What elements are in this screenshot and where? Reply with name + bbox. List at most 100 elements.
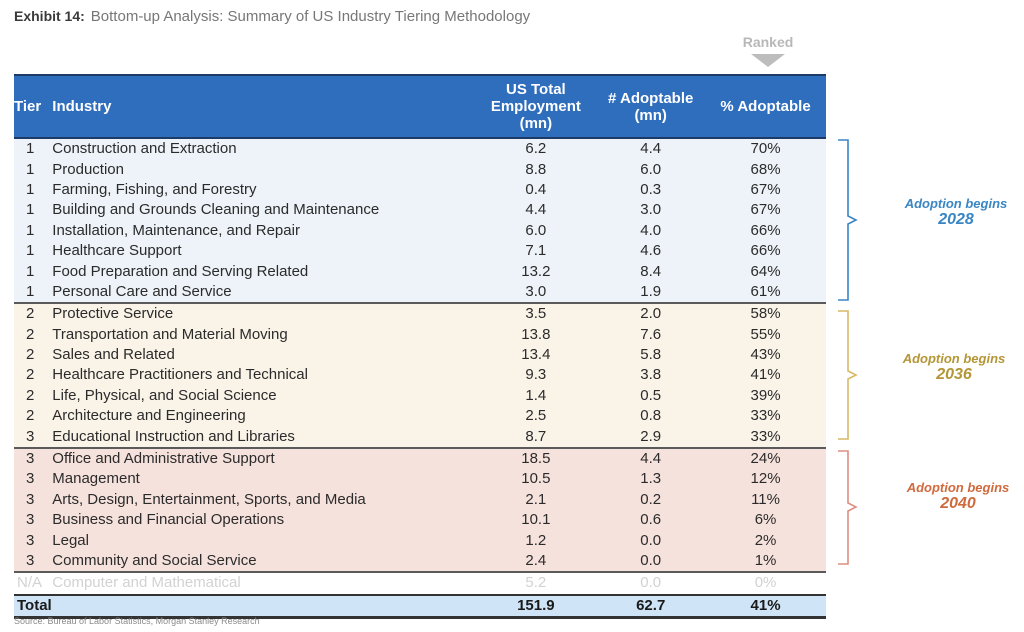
header-adoptable-line1: # Adoptable — [608, 89, 694, 107]
employment-cell: 13.4 — [475, 344, 597, 366]
adoptable-cell: 0.0 — [596, 530, 706, 551]
adoptable-cell: 7.6 — [596, 324, 706, 345]
pct-adoptable-cell: 1% — [705, 550, 826, 574]
adoptable-cell: 4.4 — [596, 447, 706, 470]
total-employment: 151.9 — [475, 593, 597, 619]
tier-cell: 2 — [14, 324, 53, 345]
adoptable-cell: 3.0 — [596, 200, 706, 221]
pct-adoptable-cell: 11% — [705, 489, 826, 511]
pct-adoptable-cell: 6% — [705, 510, 826, 531]
annotation-2040-year: 2040 — [940, 495, 976, 512]
adoptable-cell: 4.6 — [596, 240, 706, 262]
exhibit-title-text: Bottom-up Analysis: Summary of US Indust… — [90, 8, 531, 25]
industry-cell: Installation, Maintenance, and Repair — [52, 220, 476, 241]
pct-adoptable-cell: 61% — [705, 281, 826, 305]
pct-adoptable-cell: 66% — [705, 240, 826, 262]
employment-cell: 10.5 — [475, 469, 597, 490]
tier-cell: 3 — [14, 426, 53, 449]
employment-cell: 13.2 — [475, 261, 597, 282]
table-row: 2 Protective Service 3.5 2.0 58% — [14, 303, 826, 325]
adoptable-cell: 1.3 — [596, 469, 706, 490]
annotation-2036-year: 2036 — [936, 366, 972, 383]
industry-cell: Life, Physical, and Social Science — [52, 385, 476, 407]
tier-cell: 2 — [14, 303, 53, 325]
table-row: 2 Sales and Related 13.4 5.8 43% — [14, 344, 826, 366]
annotation-2036-line1: Adoption begins — [902, 351, 1006, 366]
exhibit-label: Exhibit 14: — [14, 8, 85, 24]
table-header-row: Tier Industry US Total Employment (mn) #… — [14, 74, 826, 139]
tier-cell: 3 — [14, 447, 53, 470]
employment-cell: 7.1 — [475, 240, 597, 262]
source-note: Source: Bureau of Labor Statistics, Morg… — [14, 616, 260, 626]
tier-cell: 1 — [14, 220, 53, 241]
total-row: Total 151.9 62.7 41% — [14, 593, 826, 619]
table-row: 1 Installation, Maintenance, and Repair 6.… — [14, 220, 826, 241]
header-tier: Tier — [14, 74, 53, 139]
industry-cell: Personal Care and Service — [52, 281, 476, 305]
table-row: N/A Computer and Mathematical 5.2 0.0 0% — [14, 572, 826, 595]
pct-adoptable-cell: 70% — [705, 138, 826, 160]
adoptable-cell: 4.0 — [596, 220, 706, 241]
pct-adoptable-cell: 24% — [705, 447, 826, 470]
table-row: 3 Arts, Design, Entertainment, Sports, an… — [14, 489, 826, 511]
annotation-2040: Adoption begins 2040 — [888, 480, 1024, 513]
adoptable-cell: 0.2 — [596, 489, 706, 511]
adoptable-cell: 1.9 — [596, 281, 706, 305]
pct-adoptable-cell: 67% — [705, 200, 826, 221]
employment-cell: 3.5 — [475, 303, 597, 325]
employment-cell: 1.2 — [475, 530, 597, 551]
employment-cell: 1.4 — [475, 385, 597, 407]
industry-cell: Business and Financial Operations — [52, 510, 476, 531]
employment-cell: 8.7 — [475, 426, 597, 449]
adoptable-cell: 2.0 — [596, 303, 706, 325]
industry-cell: Transportation and Material Moving — [52, 324, 476, 345]
adoptable-cell: 3.8 — [596, 365, 706, 386]
pct-adoptable-cell: 12% — [705, 469, 826, 490]
header-pct-adoptable: % Adoptable — [705, 74, 826, 139]
pct-adoptable-cell: 55% — [705, 324, 826, 345]
industry-cell: Farming, Fishing, and Forestry — [52, 179, 476, 201]
table-row: 1 Building and Grounds Cleaning and Maint… — [14, 200, 826, 221]
tier-cell: 3 — [14, 530, 53, 551]
industry-cell: Production — [52, 159, 476, 180]
employment-cell: 9.3 — [475, 365, 597, 386]
employment-cell: 5.2 — [475, 572, 597, 595]
tier-cell: 2 — [14, 365, 53, 386]
tier-cell: 1 — [14, 281, 53, 305]
tier-cell: 1 — [14, 240, 53, 262]
industry-cell: Healthcare Practitioners and Technical — [52, 365, 476, 386]
tier-cell: 2 — [14, 385, 53, 407]
employment-cell: 2.4 — [475, 550, 597, 574]
table-row: 1 Production 8.8 6.0 68% — [14, 159, 826, 180]
header-employment-line2: Employment — [490, 98, 581, 115]
pct-adoptable-cell: 58% — [705, 303, 826, 325]
industry-cell: Protective Service — [52, 303, 476, 325]
adoptable-cell: 0.8 — [596, 406, 706, 427]
pct-adoptable-cell: 39% — [705, 385, 826, 407]
employment-cell: 0.4 — [475, 179, 597, 201]
pct-adoptable-cell: 2% — [705, 530, 826, 551]
industry-cell: Sales and Related — [52, 344, 476, 366]
pct-adoptable-cell: 41% — [705, 365, 826, 386]
employment-cell: 2.5 — [475, 406, 597, 427]
pct-adoptable-cell: 66% — [705, 220, 826, 241]
employment-cell: 6.0 — [475, 220, 597, 241]
pct-adoptable-cell: 67% — [705, 179, 826, 201]
adoptable-cell: 4.4 — [596, 138, 706, 160]
table-row: 2 Transportation and Material Moving 13.8 7… — [14, 324, 826, 345]
annotation-2028: Adoption begins 2028 — [886, 196, 1024, 229]
table-row: 1 Healthcare Support 7.1 4.6 66% — [14, 240, 826, 262]
exhibit-title: Exhibit 14: Bottom-up Analysis: Summary o… — [14, 8, 530, 25]
header-employment: US Total Employment (mn) — [475, 74, 597, 139]
industry-cell: Healthcare Support — [52, 240, 476, 262]
tier-cell: 2 — [14, 406, 53, 427]
header-adoptable-line2: (mn) — [634, 106, 667, 124]
tier-cell: 1 — [14, 159, 53, 180]
bracket-tier3 — [838, 450, 858, 565]
header-employment-line1: US Total — [505, 81, 566, 98]
tier-cell: 1 — [14, 200, 53, 221]
tier-cell: 3 — [14, 489, 53, 511]
table-row: 3 Community and Social Service 2.4 0.0 1% — [14, 550, 826, 574]
employment-cell: 13.8 — [475, 324, 597, 345]
pct-adoptable-cell: 68% — [705, 159, 826, 180]
